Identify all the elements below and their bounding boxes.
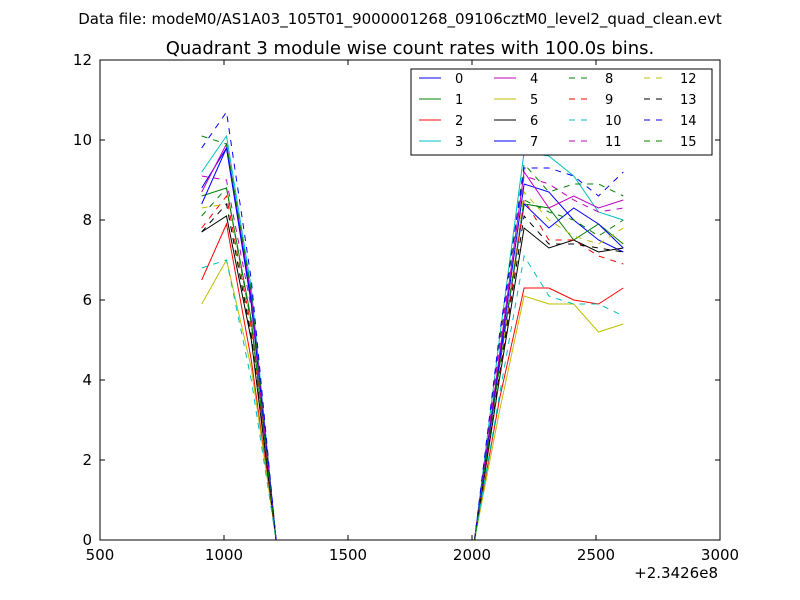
- legend-label: 13: [680, 93, 697, 108]
- legend-label: 14: [680, 114, 697, 129]
- legend-entry-4: 4: [494, 72, 538, 87]
- legend-entry-3: 3: [419, 135, 463, 150]
- legend-label: 1: [455, 93, 463, 108]
- y-tick-label: 4: [82, 371, 92, 389]
- legend-label: 6: [530, 114, 538, 129]
- chart-title: Quadrant 3 module wise count rates with …: [166, 38, 655, 59]
- legend-label: 11: [605, 135, 622, 150]
- legend-entry-11: 11: [569, 135, 622, 150]
- x-tick-label: 2000: [453, 546, 491, 564]
- data-file-label: Data file: modeM0/AS1A03_105T01_90000012…: [78, 10, 722, 29]
- legend-label: 10: [605, 114, 622, 129]
- y-tick-label: 12: [73, 51, 92, 69]
- legend-label: 8: [605, 72, 613, 87]
- legend-label: 0: [455, 72, 463, 87]
- legend-entry-10: 10: [569, 114, 622, 129]
- legend-entry-7: 7: [494, 135, 538, 150]
- legend-entry-1: 1: [419, 93, 463, 108]
- legend-label: 2: [455, 114, 463, 129]
- x-offset-label: +2.3426e8: [634, 564, 718, 582]
- legend-entry-5: 5: [494, 93, 538, 108]
- legend-label: 15: [680, 135, 697, 150]
- y-tick-label: 8: [82, 211, 92, 229]
- legend-entry-12: 12: [644, 72, 697, 87]
- x-tick-label: 1500: [329, 546, 367, 564]
- legend-entry-6: 6: [494, 114, 538, 129]
- y-tick-label: 2: [82, 451, 92, 469]
- x-tick-label: 2500: [577, 546, 615, 564]
- legend-label: 4: [530, 72, 538, 87]
- y-tick-label: 0: [82, 531, 92, 549]
- legend-entry-2: 2: [419, 114, 463, 129]
- legend-entry-0: 0: [419, 72, 463, 87]
- y-tick-label: 6: [82, 291, 92, 309]
- legend-entry-8: 8: [569, 72, 613, 87]
- legend-entry-15: 15: [644, 135, 697, 150]
- legend-label: 5: [530, 93, 538, 108]
- legend-label: 9: [605, 93, 613, 108]
- x-tick-label: 1000: [205, 546, 243, 564]
- y-tick-label: 10: [73, 131, 92, 149]
- legend-entry-13: 13: [644, 93, 697, 108]
- legend-label: 12: [680, 72, 697, 87]
- legend-entry-14: 14: [644, 114, 697, 129]
- x-tick-label: 3000: [701, 546, 739, 564]
- x-tick-label: 500: [86, 546, 115, 564]
- legend-entry-9: 9: [569, 93, 613, 108]
- legend-label: 7: [530, 135, 538, 150]
- series-line-8: [201, 135, 624, 541]
- legend-label: 3: [455, 135, 463, 150]
